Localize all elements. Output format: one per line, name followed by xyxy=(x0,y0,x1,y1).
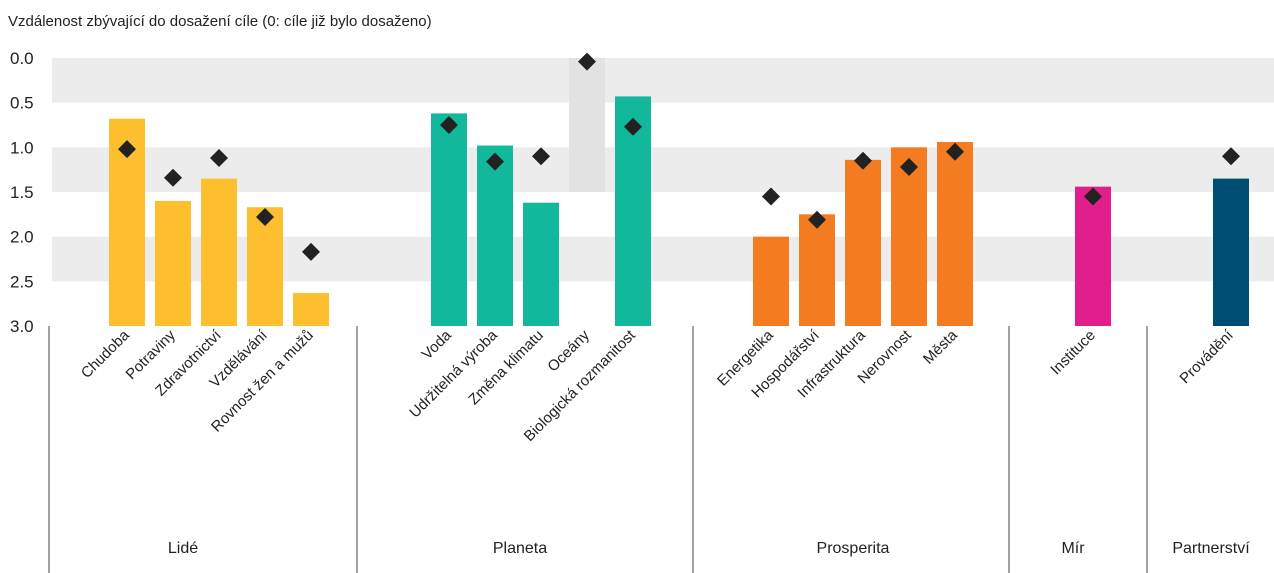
grid-band xyxy=(52,58,1274,103)
diamond-marker xyxy=(1084,187,1102,206)
diamond-marker xyxy=(302,242,320,261)
group-label: Lidé xyxy=(168,540,198,557)
bar xyxy=(431,113,467,327)
bar xyxy=(247,207,283,326)
group-labels: Lidé Planeta Prosperita Mír Partnerství xyxy=(168,540,1250,557)
diamond-marker xyxy=(1222,147,1240,166)
bar xyxy=(1075,186,1111,326)
diamond-marker xyxy=(532,147,550,166)
bar xyxy=(523,202,559,326)
category-label: Provádění xyxy=(1176,326,1237,387)
bar xyxy=(477,145,513,326)
bar xyxy=(293,292,329,326)
y-tick-label: 0.0 xyxy=(10,49,34,68)
diamond-marker xyxy=(486,152,504,171)
bar xyxy=(753,236,789,326)
bar xyxy=(201,178,237,326)
y-tick-label: 0.5 xyxy=(10,94,34,113)
category-label: Města xyxy=(920,326,961,367)
bar xyxy=(155,200,191,326)
category-labels: ChudobaPotravinyZdravotnictvíVzděláváníR… xyxy=(78,326,1238,445)
y-tick-label: 3.0 xyxy=(10,317,34,336)
diamond-marker xyxy=(900,157,918,176)
chart-title: Vzdálenost zbývající do dosažení cíle (0… xyxy=(8,13,432,30)
diamond-marker xyxy=(946,142,964,161)
group-separators xyxy=(48,326,1148,573)
y-tick-label: 2.0 xyxy=(10,228,34,247)
bar xyxy=(799,214,835,326)
diamond-marker xyxy=(808,210,826,229)
group-label: Mír xyxy=(1061,540,1085,557)
y-axis-ticks: 0.0 0.5 1.0 1.5 2.0 2.5 3.0 xyxy=(10,49,34,336)
diamond-marker xyxy=(440,116,458,134)
highlight-column xyxy=(569,58,605,192)
category-label: Voda xyxy=(419,326,456,363)
y-tick-label: 2.5 xyxy=(10,272,34,291)
bar xyxy=(845,159,881,326)
grid-band xyxy=(52,147,1274,192)
bar xyxy=(891,147,927,326)
diamond-marker xyxy=(624,117,642,136)
group-label: Planeta xyxy=(493,540,547,557)
diamond-marker xyxy=(256,208,274,227)
diamond-marker xyxy=(118,140,136,159)
diamond-marker xyxy=(210,149,228,168)
diamond-marker xyxy=(164,168,182,187)
group-label: Partnerství xyxy=(1172,540,1250,557)
y-tick-label: 1.0 xyxy=(10,138,34,157)
diamond-marker xyxy=(578,52,596,71)
bar xyxy=(1213,178,1249,326)
category-label: Instituce xyxy=(1047,327,1099,379)
bars xyxy=(109,52,1249,327)
diamond-marker xyxy=(762,187,780,206)
diamond-marker xyxy=(854,151,872,170)
group-label: Prosperita xyxy=(817,540,890,557)
y-tick-label: 1.5 xyxy=(10,183,34,202)
bar xyxy=(937,141,973,326)
